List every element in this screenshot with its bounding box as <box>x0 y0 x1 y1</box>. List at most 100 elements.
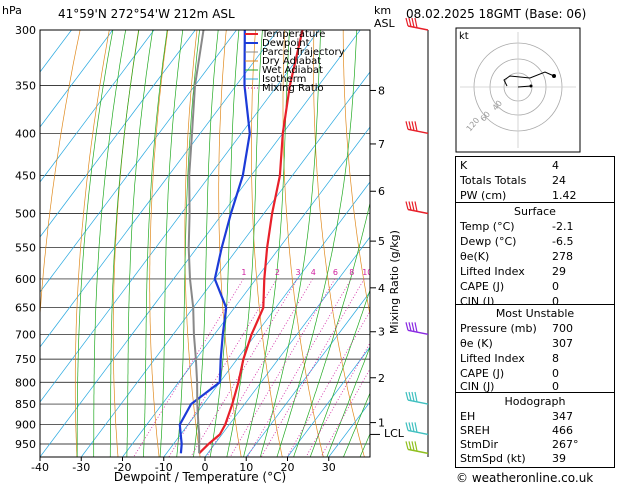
wind-barb <box>407 448 429 455</box>
hodograph-table-key: StmDir <box>460 438 499 451</box>
wet-adiabat-line <box>276 30 358 457</box>
isotherm-line <box>122 126 370 457</box>
wind-barb-flag <box>408 17 412 27</box>
x-tick-label: -40 <box>31 461 49 474</box>
isotherm-line <box>40 30 361 457</box>
storm-motion-vector <box>517 85 532 88</box>
mixing-ratio-line <box>229 278 336 457</box>
surface-key: Dewp (°C) <box>460 235 517 248</box>
wind-barb-flag <box>405 422 409 431</box>
hodograph-table-row: StmDir 267° <box>460 437 610 452</box>
legend-label: Parcel Trajectory <box>262 47 345 58</box>
wet-adiabat-line <box>259 30 322 457</box>
mixing-ratio-tick-label: 3 <box>296 268 301 277</box>
wet-adiabat-line <box>159 30 184 457</box>
hodograph-trace <box>503 71 555 87</box>
dry-adiabat-line <box>313 30 365 457</box>
surface-row: CIN (J) 0 <box>460 294 610 308</box>
pressure-tick-label: 450 <box>15 170 36 183</box>
hodograph-unit-label: kt <box>459 31 469 42</box>
pressure-tick-label: 900 <box>15 419 36 432</box>
hodograph-end-point <box>552 74 556 78</box>
isotherm-line <box>40 30 196 238</box>
pressure-tick-label: 350 <box>15 79 36 92</box>
mixing-ratio-tick-label: 4 <box>311 268 316 277</box>
km-tick-label: 5 <box>378 235 385 248</box>
hodograph-table-key: EH <box>460 410 476 423</box>
legend-label: Dewpoint <box>262 38 310 49</box>
wind-barb-flag <box>411 121 415 131</box>
wind-barb-flag <box>414 201 418 212</box>
hodograph-table-value: 466 <box>552 424 573 437</box>
most-unstable-value: 0 <box>552 367 559 380</box>
pressure-tick-label: 500 <box>15 207 36 220</box>
mixing-ratio-line <box>133 278 244 457</box>
dry-adiabat-line <box>342 30 370 317</box>
sounding-line-dewpoint <box>178 30 251 454</box>
mixing-ratio-line <box>286 310 370 457</box>
km-tick-label: 1 <box>378 417 385 430</box>
most-unstable-value: 0 <box>552 380 559 393</box>
most-unstable-value: 307 <box>552 337 573 350</box>
mixing-ratio-axis-title: Mixing Ratio (g/kg) <box>388 230 401 334</box>
wet-adiabat-line <box>243 30 290 457</box>
km-tick-label: 7 <box>378 138 385 151</box>
wind-barb-flag <box>414 322 418 333</box>
surface-key: CAPE (J) <box>460 280 505 293</box>
mixing-ratio-line <box>320 368 370 457</box>
location-label: 41°59'N 272°54'W 212m ASL <box>58 7 235 21</box>
legend-label: Temperature <box>261 29 325 40</box>
x-tick-label: -10 <box>155 461 173 474</box>
height-unit-sub-label: ASL <box>374 17 396 30</box>
isotherm-line <box>163 181 370 457</box>
legend-label: Dry Adiabat <box>262 56 321 67</box>
index-key: PW (cm) <box>460 189 507 202</box>
pressure-unit-label: hPa <box>2 4 22 17</box>
wind-barb-flag <box>405 121 409 130</box>
surface-row: Lifted Index 29 <box>460 264 610 279</box>
surface-row: CAPE (J) 0 <box>460 279 610 294</box>
datetime-label: 08.02.2025 18GMT (Base: 06) <box>406 7 586 21</box>
wind-barb-flag <box>408 201 412 211</box>
sounding-curves <box>178 30 304 455</box>
mixing-ratio-line <box>305 342 370 457</box>
hodograph-table-title: Hodograph <box>504 395 566 408</box>
pressure-tick-label: 750 <box>15 353 36 366</box>
index-value: 4 <box>552 159 559 172</box>
surface-key: Lifted Index <box>460 265 525 278</box>
mixing-ratio-line <box>247 278 352 457</box>
dry-adiabat-line <box>149 30 169 457</box>
km-tick-label: 4 <box>378 282 385 295</box>
most-unstable-row: Pressure (mb) 700 <box>460 321 610 336</box>
pressure-tick-label: 950 <box>15 438 36 451</box>
wind-barb <box>407 208 429 215</box>
dry-adiabat-line <box>74 30 110 457</box>
pressure-tick-label: 550 <box>15 242 36 255</box>
wind-barb-flag <box>408 322 412 332</box>
wind-barb-flag <box>411 422 415 432</box>
mixing-ratio-tick-label: 25 <box>419 268 429 277</box>
most-unstable-key: CIN (J) <box>460 380 495 393</box>
most-unstable-key: CAPE (J) <box>460 367 505 380</box>
hodograph-table-key: SREH <box>460 424 490 437</box>
wind-barb-flag <box>411 391 415 402</box>
wet-adiabat-line <box>143 30 168 457</box>
isotherm-line <box>80 71 370 457</box>
wind-barbs <box>405 17 429 457</box>
surface-value: 29 <box>552 265 566 278</box>
index-key: Totals Totals <box>460 174 527 187</box>
most-unstable-row: CAPE (J) 0 <box>460 366 610 381</box>
dry-adiabat-line <box>282 30 324 457</box>
hodograph-table-row: SREH 466 <box>460 423 610 438</box>
isotherm-line <box>245 291 370 457</box>
legend-label: Mixing Ratio <box>262 83 324 94</box>
wind-barb-flag <box>411 17 415 28</box>
wet-adiabat-line <box>343 392 370 457</box>
sounding-line-temperature <box>198 30 304 455</box>
x-tick-label: -20 <box>114 461 132 474</box>
legend-label: Isotherm <box>262 74 306 85</box>
isotherm-line <box>40 30 237 293</box>
